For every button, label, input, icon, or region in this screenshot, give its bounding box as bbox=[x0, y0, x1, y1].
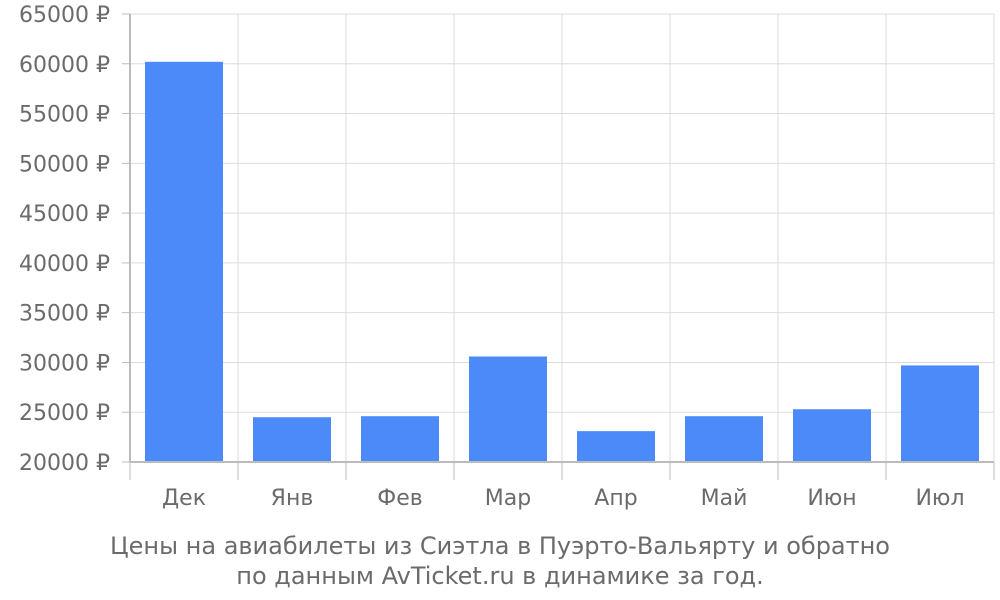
chart-caption-line-1: Цены на авиабилеты из Сиэтла в Пуэрто-Ва… bbox=[110, 532, 890, 560]
x-tick-label: Июн bbox=[807, 486, 856, 511]
x-tick-label: Апр bbox=[594, 486, 637, 511]
y-tick-labels: 20000 ₽ 25000 ₽ 30000 ₽ 35000 ₽ 40000 ₽ 45000… bbox=[19, 3, 110, 476]
x-tick-label: Июл bbox=[915, 486, 964, 511]
bar bbox=[793, 409, 871, 462]
y-tick-label: 40000 ₽ bbox=[19, 252, 110, 277]
y-tick-label: 25000 ₽ bbox=[19, 401, 110, 426]
bar bbox=[361, 416, 439, 462]
y-tick-label: 30000 ₽ bbox=[19, 351, 110, 376]
bar bbox=[145, 61, 223, 462]
x-tick-label: Фев bbox=[377, 486, 422, 511]
y-tick-label: 35000 ₽ bbox=[19, 302, 110, 327]
y-tick-label: 60000 ₽ bbox=[19, 53, 110, 78]
bar bbox=[577, 431, 655, 462]
y-tick-label: 20000 ₽ bbox=[19, 451, 110, 476]
x-tick-label: Май bbox=[701, 486, 748, 511]
y-tick-label: 50000 ₽ bbox=[19, 152, 110, 177]
bar-chart: 20000 ₽ 25000 ₽ 30000 ₽ 35000 ₽ 40000 ₽ 45000… bbox=[19, 3, 995, 511]
axes bbox=[122, 13, 995, 480]
grid bbox=[130, 13, 995, 463]
x-tick-label: Дек bbox=[162, 486, 206, 511]
x-tick-label: Янв bbox=[271, 486, 314, 511]
chart-caption-line-2: по данным AvTicket.ru в динамике за год. bbox=[236, 562, 764, 590]
y-tick-label: 65000 ₽ bbox=[19, 3, 110, 28]
y-tick-label: 45000 ₽ bbox=[19, 202, 110, 227]
bar bbox=[469, 356, 547, 462]
x-tick-label: Мар bbox=[485, 486, 531, 511]
y-tick-label: 55000 ₽ bbox=[19, 103, 110, 128]
bars bbox=[145, 61, 979, 462]
bar bbox=[901, 365, 979, 462]
bar bbox=[685, 416, 763, 462]
x-tick-labels: Дек Янв Фев Мар Апр Май Июн Июл bbox=[162, 486, 965, 511]
bar bbox=[253, 417, 331, 462]
